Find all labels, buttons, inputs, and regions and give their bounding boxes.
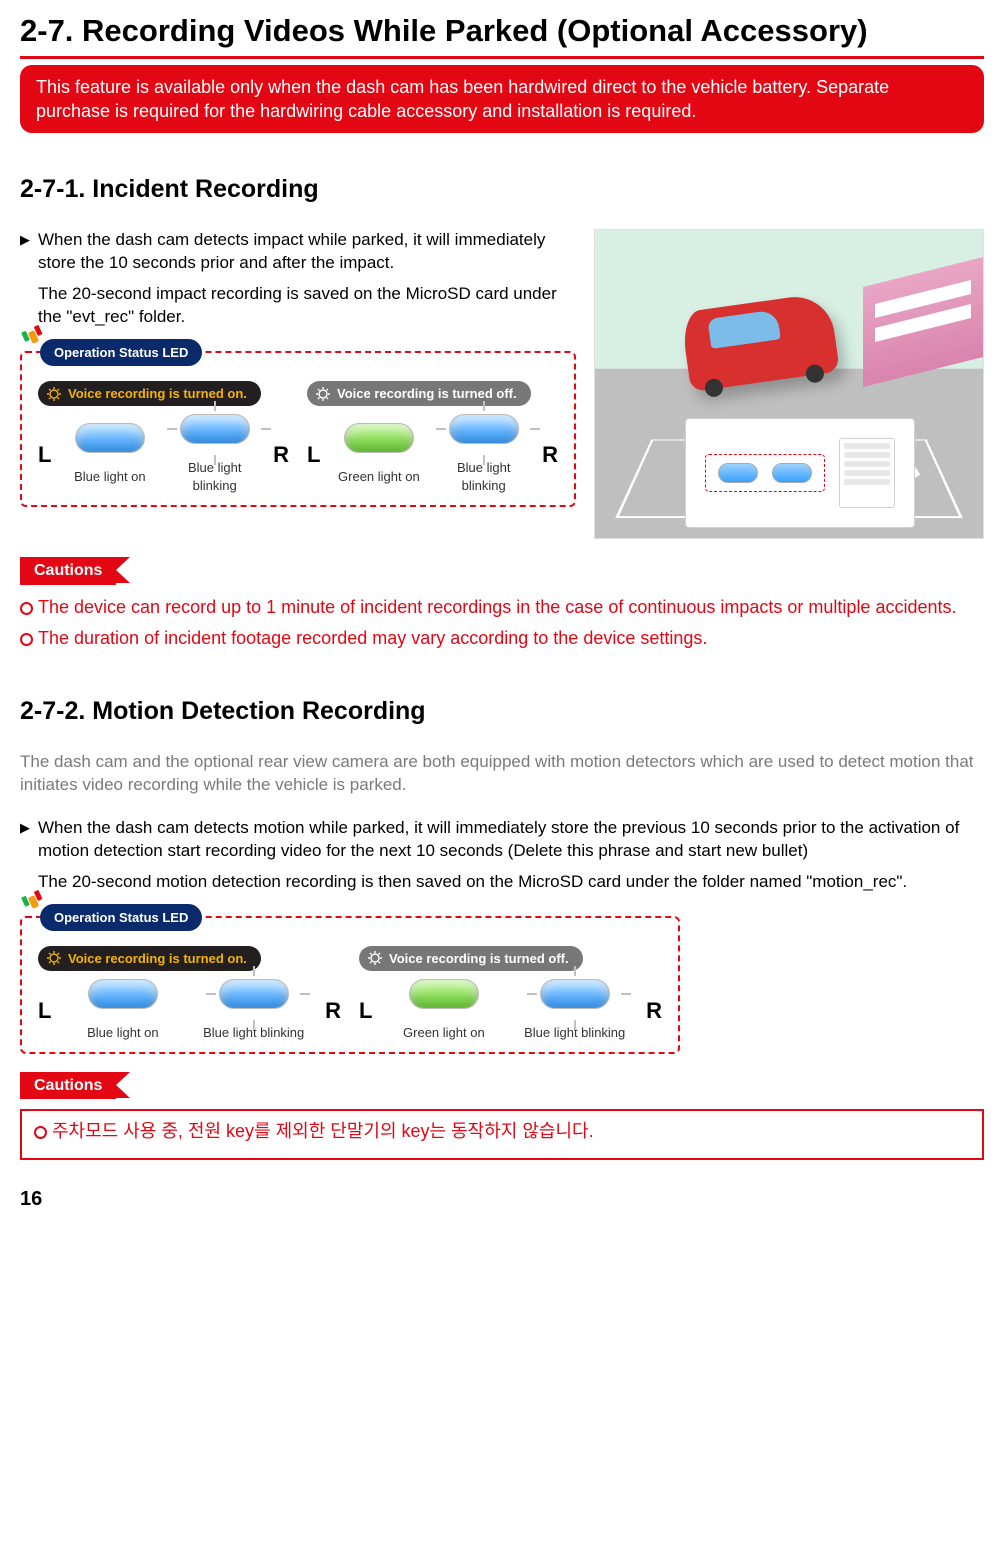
- incident-bullet: When the dash cam detects impact while p…: [20, 229, 576, 275]
- label-L: L: [359, 996, 372, 1026]
- caption-blue-on: Blue light on: [63, 1024, 182, 1042]
- cautions-label: Cautions: [20, 1072, 116, 1100]
- led-col-voice-off: Voice recording is turned off. L Green l…: [307, 381, 558, 495]
- feature-banner: This feature is available only when the …: [20, 65, 984, 134]
- voice-off-label: Voice recording is turned off.: [389, 950, 569, 968]
- voice-off-pill: Voice recording is turned off.: [359, 946, 583, 972]
- led-panel-motion: Operation Status LED Voice recording is …: [20, 916, 680, 1054]
- operation-status-badge: Operation Status LED: [40, 339, 202, 367]
- caution-item: The duration of incident footage recorde…: [20, 626, 984, 651]
- led-col-voice-on: Voice recording is turned on. L Blue lig…: [38, 946, 341, 1042]
- led-panel-incident: Operation Status LED Voice recording is …: [20, 351, 576, 507]
- led-blue-on-icon: [75, 423, 145, 453]
- incident-subtext: The 20-second impact recording is saved …: [20, 283, 576, 329]
- label-R: R: [646, 996, 662, 1026]
- bulb-icon: [46, 950, 62, 966]
- caption-blue-blink: Blue light blinking: [515, 1024, 634, 1042]
- caption-blue-blink: Blue light blinking: [168, 459, 261, 494]
- caption-blue-blink: Blue light blinking: [194, 1024, 313, 1042]
- caption-blue-on: Blue light on: [63, 468, 156, 486]
- label-R: R: [273, 440, 289, 470]
- cautions-box-motion: 주차모드 사용 중, 전원 key를 제외한 단말기의 key는 동작하지 않습…: [20, 1109, 984, 1160]
- led-blue-blink-icon: [449, 414, 519, 444]
- section-motion-heading: 2-7-2. Motion Detection Recording: [20, 695, 984, 729]
- led-green-on-icon: [344, 423, 414, 453]
- voice-on-label: Voice recording is turned on.: [68, 385, 247, 403]
- bulb-icon: [46, 386, 62, 402]
- led-col-voice-off: Voice recording is turned off. L Green l…: [359, 946, 662, 1042]
- cautions-list-incident: The device can record up to 1 minute of …: [20, 595, 984, 651]
- led-col-voice-on: Voice recording is turned on. L Blue lig…: [38, 381, 289, 495]
- label-R: R: [542, 440, 558, 470]
- label-L: L: [38, 440, 51, 470]
- caution-item: The device can record up to 1 minute of …: [20, 595, 984, 620]
- page-title: 2-7. Recording Videos While Parked (Opti…: [20, 10, 984, 59]
- caption-green-on: Green light on: [332, 468, 425, 486]
- cautions-label: Cautions: [20, 557, 116, 585]
- led-blue-blink-icon: [540, 979, 610, 1009]
- bulb-off-icon: [315, 386, 331, 402]
- caution-item: 주차모드 사용 중, 전원 key를 제외한 단말기의 key는 동작하지 않습…: [34, 1119, 970, 1144]
- label-L: L: [307, 440, 320, 470]
- mini-led-icon: [772, 463, 812, 483]
- motion-bullet: When the dash cam detects motion while p…: [20, 817, 984, 863]
- voice-on-pill: Voice recording is turned on.: [38, 946, 261, 972]
- operation-status-badge: Operation Status LED: [40, 904, 202, 932]
- voice-on-label: Voice recording is turned on.: [68, 950, 247, 968]
- label-L: L: [38, 996, 51, 1026]
- section-incident-heading: 2-7-1. Incident Recording: [20, 173, 984, 207]
- led-blue-blink-icon: [219, 979, 289, 1009]
- device-callout: [685, 418, 915, 528]
- voice-off-pill: Voice recording is turned off.: [307, 381, 531, 407]
- motion-intro: The dash cam and the optional rear view …: [20, 751, 984, 797]
- caption-green-on: Green light on: [384, 1024, 503, 1042]
- parking-illustration: ➔: [594, 229, 984, 539]
- led-green-on-icon: [409, 979, 479, 1009]
- motion-subtext: The 20-second motion detection recording…: [20, 871, 984, 894]
- mini-led-icon: [718, 463, 758, 483]
- voice-on-pill: Voice recording is turned on.: [38, 381, 261, 407]
- page-number: 16: [20, 1186, 984, 1213]
- voice-off-label: Voice recording is turned off.: [337, 385, 517, 403]
- bulb-off-icon: [367, 950, 383, 966]
- led-blue-on-icon: [88, 979, 158, 1009]
- led-blue-blink-icon: [180, 414, 250, 444]
- caption-blue-blink: Blue light blinking: [437, 459, 530, 494]
- label-R: R: [325, 996, 341, 1026]
